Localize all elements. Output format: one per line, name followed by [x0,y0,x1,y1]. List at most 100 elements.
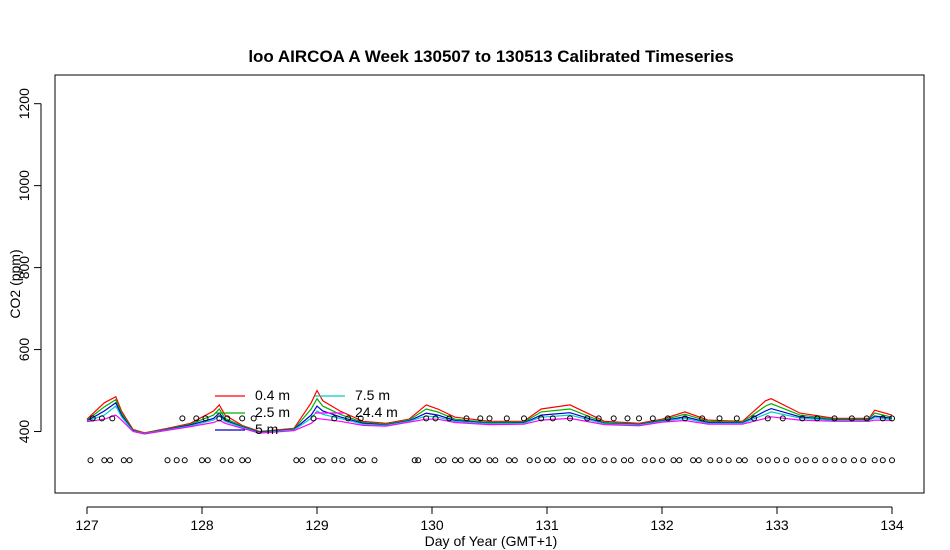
marker-upper-10 [310,415,317,422]
marker-lower-19 [339,457,346,464]
marker-lower-46 [627,457,634,464]
marker-lower-25 [434,457,441,464]
x-tick-label-5: 132 [650,517,674,533]
marker-lower-26 [440,457,447,464]
marker-lower-50 [670,457,677,464]
marker-lower-23 [411,457,418,464]
marker-upper-42 [848,415,855,422]
marker-upper-37 [764,415,771,422]
marker-lower-24 [415,457,422,464]
marker-lower-69 [851,457,857,464]
marker-lower-39 [563,457,570,464]
marker-lower-72 [879,457,886,464]
marker-upper-12 [345,415,352,422]
marker-upper-9 [250,415,257,422]
marker-upper-13 [357,415,364,422]
marker-upper-27 [610,415,617,422]
series-line-4 [86,414,893,435]
marker-upper-21 [521,415,527,422]
x-axis: 127 128 129 130 131 132 133 134 [75,506,904,533]
marker-lower-49 [659,457,665,464]
marker-lower-57 [736,457,742,464]
marker-lower-66 [822,457,829,464]
x-tick-label-1: 128 [190,517,214,533]
marker-upper-28 [624,415,631,422]
marker-lower-36 [534,457,541,464]
y-axis-label: CO2 (ppm) [7,249,23,318]
y-tick-label-3: 1000 [16,170,32,201]
marker-lower-60 [764,457,771,464]
y-tick-label-1: 600 [16,338,32,362]
marker-lower-5 [164,457,171,464]
marker-upper-43 [863,415,870,422]
marker-lower-40 [569,457,576,464]
x-tick-label-6: 133 [765,517,789,533]
marker-lower-43 [601,457,608,464]
marker-lower-65 [812,457,818,464]
marker-upper-2 [109,415,116,422]
marker-upper-38 [779,415,786,422]
marker-lower-2 [107,457,113,464]
marker-lower-37 [544,457,550,464]
marker-upper-11 [331,415,338,422]
marker-lower-7 [181,457,188,464]
x-tick-label-0: 127 [75,517,99,533]
marker-lower-38 [549,457,556,464]
marker-lower-1 [101,457,108,464]
marker-lower-27 [452,457,458,464]
marker-upper-8 [239,415,246,422]
marker-upper-34 [716,415,723,422]
marker-lower-29 [469,457,476,464]
marker-upper-3 [179,415,186,422]
marker-lower-9 [204,457,211,464]
marker-lower-42 [590,457,596,464]
marker-upper-30 [649,415,656,422]
legend-label-3: 7.5 m [355,387,390,403]
y-tick-label-4: 1200 [16,88,32,119]
marker-upper-36 [751,415,757,422]
marker-lower-67 [831,457,838,464]
marker-lower-15 [299,457,306,464]
marker-lower-10 [219,457,226,464]
marker-lower-8 [199,457,205,464]
marker-lower-13 [245,457,251,464]
series-line-0 [86,389,893,434]
marker-lower-47 [641,457,648,464]
legend-label-4: 24.4 m [355,404,398,420]
marker-upper-1 [98,415,105,422]
marker-upper-26 [595,415,602,422]
marker-upper-18 [477,415,484,422]
marker-lower-12 [239,457,246,464]
marker-lower-31 [486,457,493,464]
plot-frame [54,74,925,494]
marker-lower-11 [227,457,234,464]
legend: 0.4 m2.5 m5 m 7.5 m24.4 m [215,387,398,437]
marker-lower-21 [360,457,366,464]
plot-area [86,389,895,464]
marker-upper-40 [814,415,821,422]
marker-lower-70 [860,457,867,464]
marker-lower-63 [794,457,801,464]
marker-lower-48 [649,457,656,464]
marker-lower-28 [457,457,464,464]
chart-title: loo AIRCOA A Week 130507 to 130513 Calib… [248,47,733,66]
marker-lower-62 [783,457,790,464]
marker-upper-20 [503,415,510,422]
marker-lower-14 [293,457,300,464]
marker-lower-51 [676,457,683,464]
marker-lower-55 [716,457,723,464]
x-tick-label-7: 134 [880,517,904,533]
marker-upper-16 [446,415,453,422]
marker-upper-32 [682,415,688,422]
legend-label-0: 0.4 m [255,387,290,403]
marker-lower-73 [889,457,895,464]
marker-upper-6 [216,415,223,422]
legend-label-2: 5 m [255,421,278,437]
marker-upper-35 [733,415,740,422]
marker-upper-39 [799,415,806,422]
marker-upper-0 [89,415,96,422]
marker-upper-24 [567,415,573,422]
marker-lower-34 [511,457,518,464]
marker-upper-15 [432,415,439,422]
